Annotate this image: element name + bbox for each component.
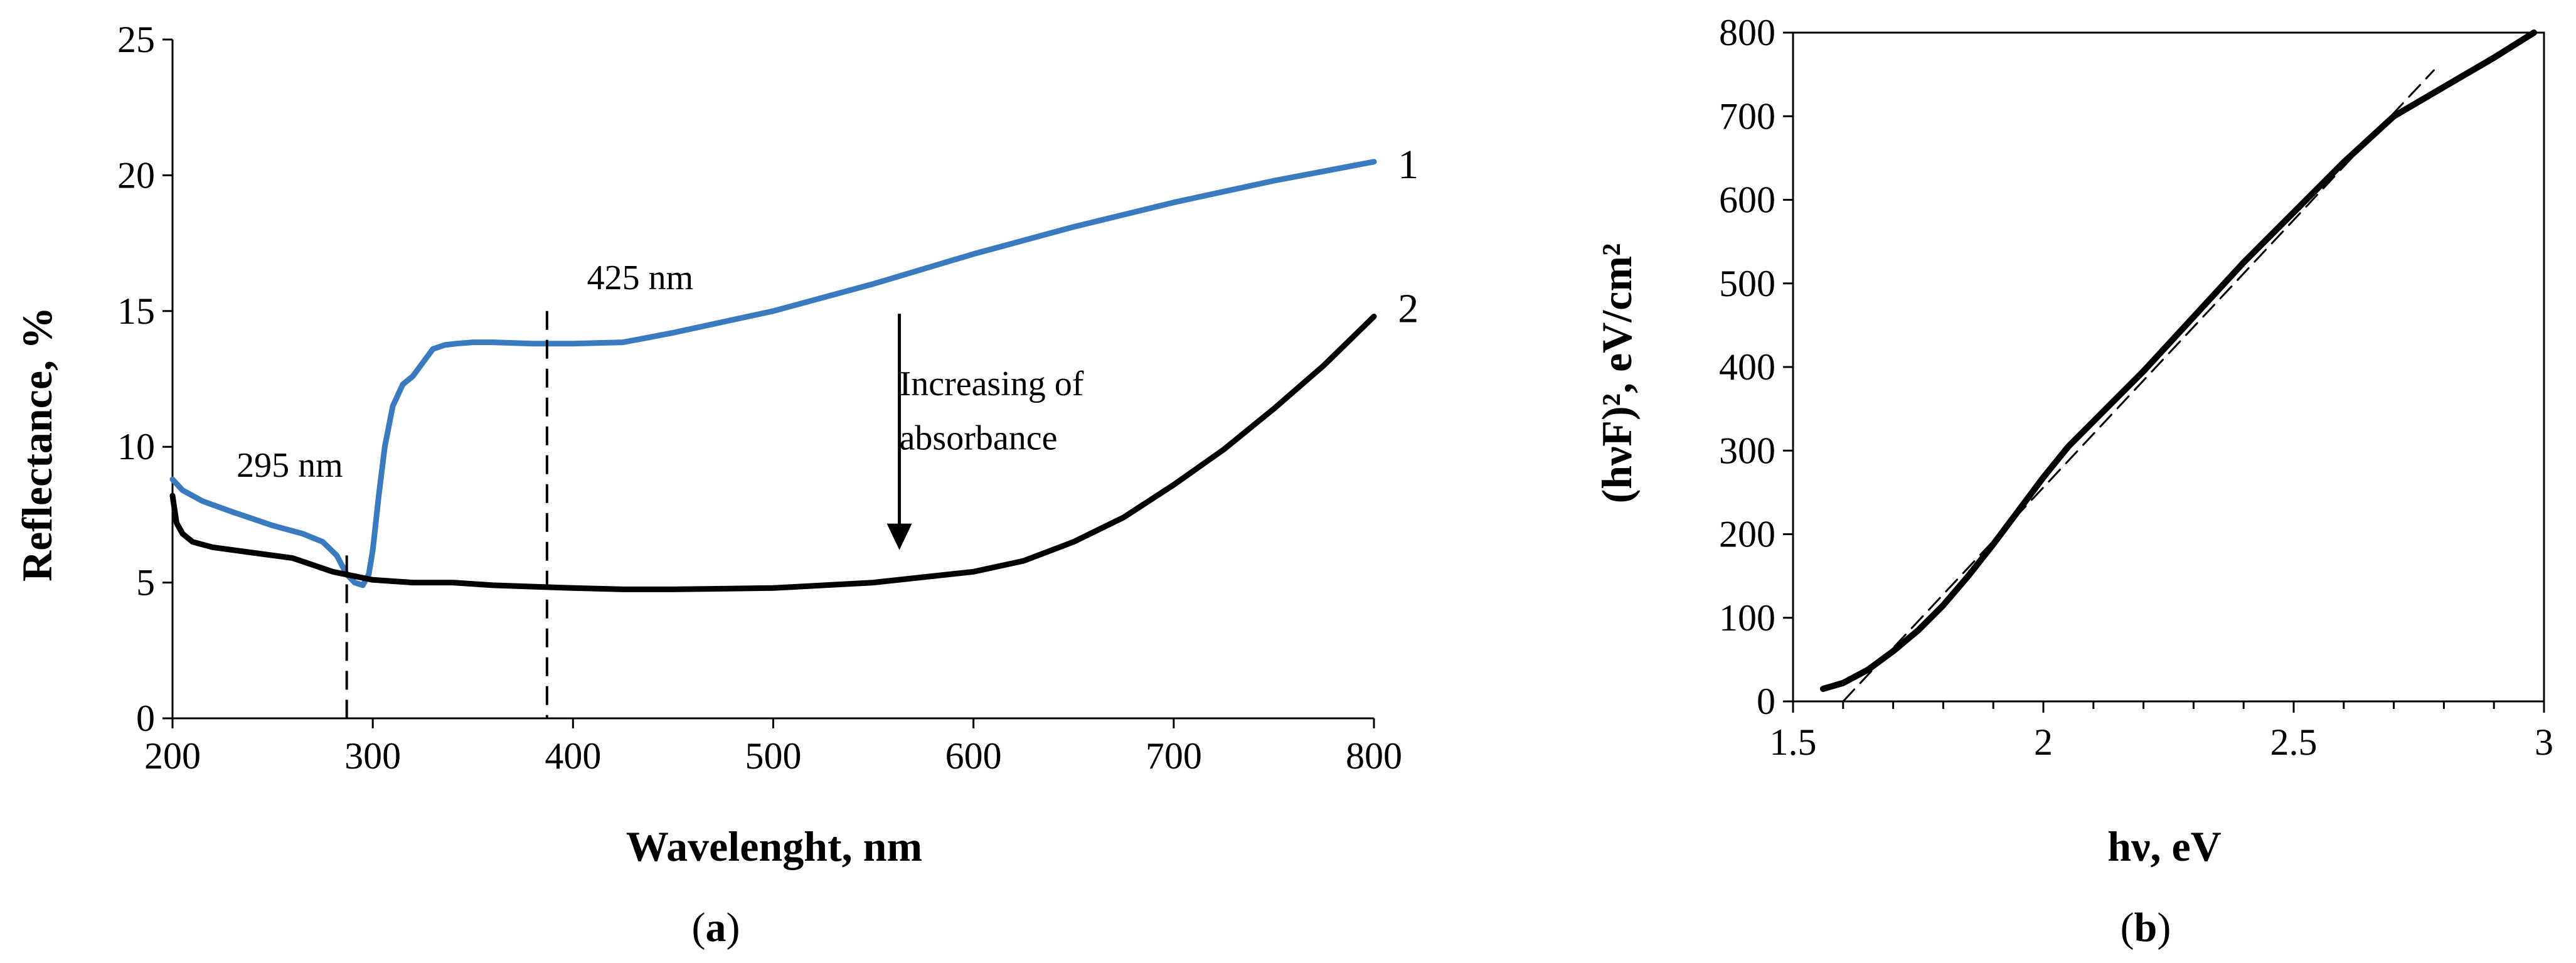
panel-a-x-tick-label: 400 [545, 735, 601, 777]
panel-b-ticks: 1.5 2 2.5 3 0 100 200 300 400 500 600 700 800 [1719, 12, 2553, 763]
panel-b-y-tick-label: 100 [1719, 597, 1775, 639]
panel-b-y-tick-label: 600 [1719, 179, 1775, 221]
panel-a-x-tick-label: 600 [945, 735, 1002, 777]
panel-a-annotation: 295 nm [237, 446, 343, 485]
panel-a-curve-label: 1 [1398, 142, 1418, 188]
panel-b-x-tick-label: 2.5 [2270, 721, 2318, 763]
panel-b-x-tick-label: 2 [2034, 721, 2053, 763]
panel-a-ticks: 200 300 400 500 600 700 800 0 5 10 15 20 25 [117, 19, 1402, 777]
panel-a-curve-label: 2 [1398, 285, 1418, 331]
panel-a-y-tick-label: 10 [117, 426, 155, 467]
panel-a-y-tick-label: 5 [136, 562, 155, 604]
panel-a-y-tick-label: 20 [117, 154, 155, 196]
panel-a-plot-area: 295 nm 425 nm Increasing of absorbance 1 2 [169, 142, 1418, 718]
panel-a-annotation: absorbance [900, 419, 1058, 458]
panel-b-y-tick-label: 800 [1719, 12, 1775, 53]
panel-b-plot-frame [1792, 31, 2545, 703]
panel-a-annotation: 425 nm [587, 258, 694, 297]
panel-b-y-tick-label: 700 [1719, 95, 1775, 137]
panel-b-plot-area [1819, 29, 2537, 703]
panel-b-y-tick-label: 300 [1719, 430, 1775, 471]
panel-a-x-tick-label: 500 [745, 735, 802, 777]
panel-b-linear-fit-line [1842, 69, 2435, 703]
panel-a-x-tick-label: 200 [144, 735, 201, 777]
panel-a-x-tick-label: 300 [344, 735, 401, 777]
panel-b-y-tick-label: 400 [1719, 346, 1775, 388]
panel-a-caption: (a) [692, 905, 740, 950]
panel-b-y-tick-label: 200 [1719, 514, 1775, 555]
panel-a-y-tick-label: 25 [117, 19, 155, 60]
panel-a-annotation: Increasing of [900, 364, 1084, 403]
panel-a-series-1-line [169, 159, 1377, 588]
panel-b-x-axis-title: hν, eV [2107, 822, 2222, 870]
panel-a-series-2-line [169, 314, 1377, 592]
panel-a-arrow-head [886, 523, 912, 550]
panel-b-y-tick-label: 500 [1719, 263, 1775, 304]
panel-b-y-axis-title: (hνF)², eV/cm² [1593, 243, 1641, 504]
panel-a-y-tick-label: 0 [136, 698, 155, 739]
panel-a-x-tick-label: 800 [1346, 735, 1402, 777]
panel-a-x-tick-label: 700 [1146, 735, 1202, 777]
panel-b-x-tick-label: 3 [2535, 721, 2553, 763]
panel-a-y-tick-label: 15 [117, 290, 155, 332]
panel-b-tauc-plot: 1.5 2 2.5 3 0 100 200 300 400 500 600 700 800 hν, eV… [1593, 12, 2553, 950]
panel-a-x-axis-title: Wavelenght, nm [626, 822, 922, 870]
panel-b-x-tick-label: 1.5 [1770, 721, 1817, 763]
panel-a-reflectance-chart: 200 300 400 500 600 700 800 0 5 10 15 20 25 295 nm 42… [13, 19, 1418, 950]
panel-b-y-tick-label: 0 [1757, 681, 1775, 722]
panel-b-tauc-curve [1819, 29, 2537, 692]
panel-b-caption: (b) [2121, 905, 2171, 950]
panel-a-y-axis-title: Reflectance, % [13, 307, 61, 582]
